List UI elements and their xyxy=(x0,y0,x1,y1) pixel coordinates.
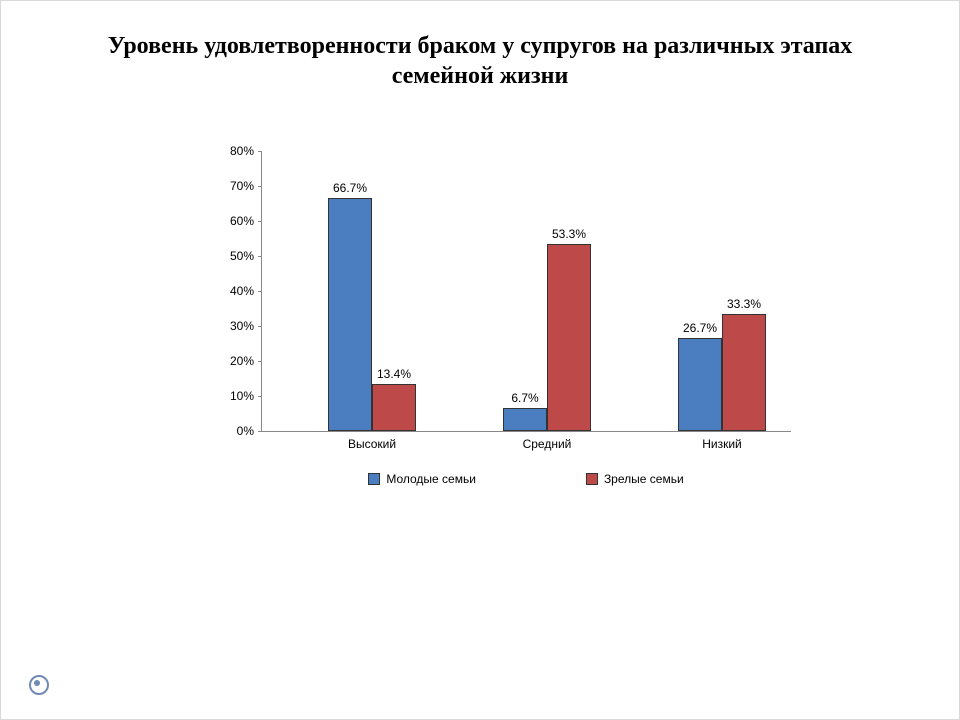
bar-group: 6.7%53.3%Средний xyxy=(477,151,617,431)
y-axis-label: 60% xyxy=(230,214,254,228)
y-axis-label: 20% xyxy=(230,354,254,368)
y-axis-label: 30% xyxy=(230,319,254,333)
y-axis-label: 70% xyxy=(230,179,254,193)
chart-title: Уровень удовлетворенности браком у супру… xyxy=(61,31,899,91)
y-tick xyxy=(258,151,262,152)
bar-chart: 0%10%20%30%40%50%60%70%80%66.7%13.4%Высо… xyxy=(211,151,791,486)
legend-swatch xyxy=(586,473,598,485)
slide: Уровень удовлетворенности браком у супру… xyxy=(0,0,960,720)
y-tick xyxy=(258,186,262,187)
bar-value-label: 66.7% xyxy=(333,181,367,195)
y-tick xyxy=(258,396,262,397)
y-axis-label: 50% xyxy=(230,249,254,263)
bar: 6.7% xyxy=(503,408,547,431)
y-axis-label: 0% xyxy=(237,424,254,438)
y-tick xyxy=(258,256,262,257)
bar: 66.7% xyxy=(328,198,372,431)
y-axis-label: 40% xyxy=(230,284,254,298)
bar-value-label: 13.4% xyxy=(377,367,411,381)
legend: Молодые семьи Зрелые семьи xyxy=(261,472,791,486)
x-axis-label: Средний xyxy=(477,437,617,451)
legend-item: Зрелые семьи xyxy=(586,472,684,486)
y-tick xyxy=(258,291,262,292)
y-tick xyxy=(258,326,262,327)
x-axis-label: Низкий xyxy=(652,437,792,451)
y-axis-label: 10% xyxy=(230,389,254,403)
y-tick xyxy=(258,221,262,222)
x-axis-label: Высокий xyxy=(302,437,442,451)
bar: 26.7% xyxy=(678,338,722,431)
slide-decoration-icon xyxy=(29,675,49,695)
bar-group: 66.7%13.4%Высокий xyxy=(302,151,442,431)
legend-item: Молодые семьи xyxy=(368,472,476,486)
plot-area: 0%10%20%30%40%50%60%70%80%66.7%13.4%Высо… xyxy=(261,151,791,432)
y-axis-label: 80% xyxy=(230,144,254,158)
y-tick xyxy=(258,361,262,362)
bar-group: 26.7%33.3%Низкий xyxy=(652,151,792,431)
bar-value-label: 33.3% xyxy=(727,297,761,311)
legend-label: Молодые семьи xyxy=(386,472,476,486)
bar: 53.3% xyxy=(547,244,591,431)
legend-swatch xyxy=(368,473,380,485)
legend-label: Зрелые семьи xyxy=(604,472,684,486)
bar-value-label: 53.3% xyxy=(552,227,586,241)
bar-value-label: 6.7% xyxy=(511,391,538,405)
bar: 13.4% xyxy=(372,384,416,431)
y-tick xyxy=(258,431,262,432)
bar-value-label: 26.7% xyxy=(683,321,717,335)
bar: 33.3% xyxy=(722,314,766,431)
